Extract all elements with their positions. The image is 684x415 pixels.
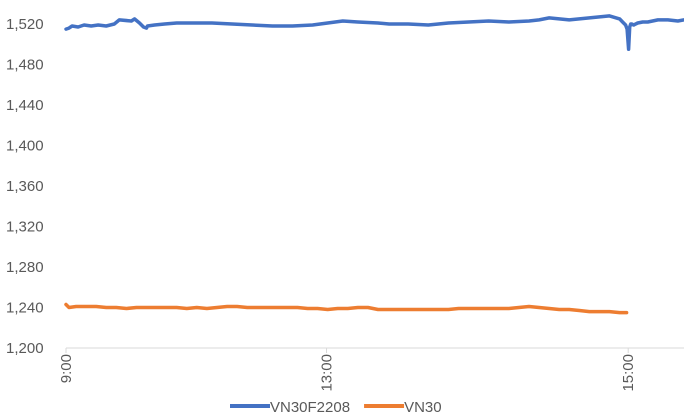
legend-label: VN30 bbox=[404, 399, 442, 415]
y-tick-label: 1,240 bbox=[6, 300, 44, 317]
y-tick-label: 1,440 bbox=[6, 97, 44, 114]
y-tick-label: 1,520 bbox=[6, 16, 44, 33]
series-lines bbox=[64, 14, 684, 315]
series-line-vn30 bbox=[64, 302, 629, 315]
x-axis-tick-marks bbox=[65, 348, 629, 353]
y-tick-label: 1,280 bbox=[6, 259, 44, 276]
y-tick-label: 1,360 bbox=[6, 178, 44, 195]
x-tick-label: 13:00 bbox=[319, 354, 336, 392]
y-tick-label: 1,320 bbox=[6, 219, 44, 236]
x-axis-tick-labels: 9:00 13:00 15:00 bbox=[58, 354, 637, 392]
x-tick-label: 9:00 bbox=[58, 354, 75, 383]
y-tick-label: 1,400 bbox=[6, 138, 44, 155]
y-axis-tick-labels: 1,200 1,240 1,280 1,320 1,360 1,400 1,440 1,480… bbox=[6, 16, 44, 357]
x-tick-label: 15:00 bbox=[620, 354, 637, 392]
series-line-vn30f2208 bbox=[64, 14, 684, 52]
legend: VN30F2208 VN30 bbox=[230, 399, 442, 415]
y-tick-label: 1,480 bbox=[6, 57, 44, 74]
y-tick-label: 1,200 bbox=[6, 340, 44, 357]
legend-label: VN30F2208 bbox=[270, 399, 350, 415]
